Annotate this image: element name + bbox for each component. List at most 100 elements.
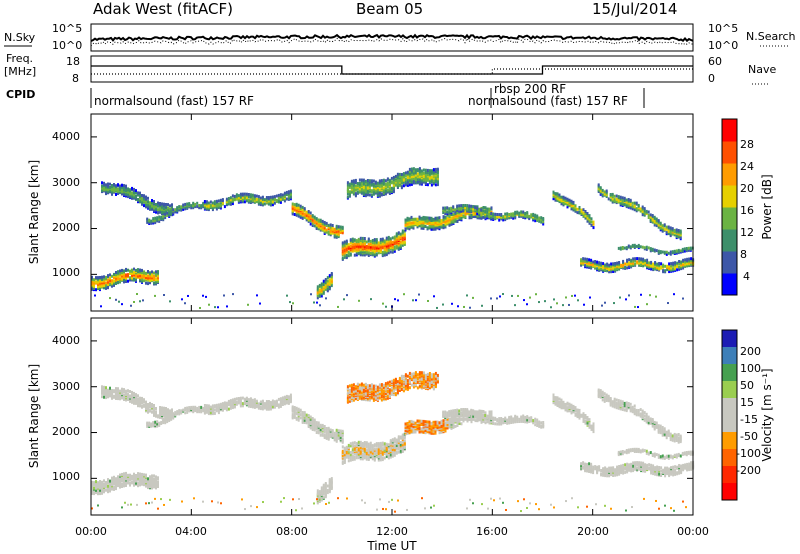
echo-cell bbox=[584, 259, 587, 263]
echo-cell bbox=[117, 270, 119, 274]
echo-cell bbox=[446, 210, 449, 214]
echo-cell bbox=[351, 441, 354, 445]
echo-cell bbox=[647, 216, 650, 219]
echo-cell bbox=[410, 167, 413, 171]
echo-cell bbox=[436, 226, 439, 230]
echo-cell bbox=[247, 193, 250, 196]
echo-cell bbox=[665, 252, 668, 256]
echo-cell bbox=[322, 291, 325, 295]
echo-cell bbox=[379, 458, 382, 462]
echo-cell bbox=[145, 199, 147, 203]
echo-cell bbox=[299, 416, 302, 420]
echo-cell bbox=[153, 281, 155, 285]
echo-cell bbox=[320, 294, 323, 298]
echo-cell bbox=[200, 405, 203, 409]
echo-cell bbox=[143, 275, 145, 279]
echo-cell bbox=[307, 210, 310, 213]
echo-cell bbox=[291, 204, 294, 208]
echo-cell bbox=[393, 443, 396, 447]
echo-cell bbox=[590, 265, 593, 269]
echo-cell bbox=[657, 225, 660, 229]
echo-cell bbox=[241, 195, 244, 199]
echo-cell bbox=[606, 262, 609, 266]
echo-cell bbox=[482, 212, 485, 216]
echo-cell bbox=[373, 443, 376, 447]
echo-cell bbox=[158, 215, 161, 219]
echo-cell bbox=[668, 264, 671, 268]
echo-cell bbox=[265, 400, 268, 403]
noise-cell bbox=[667, 302, 669, 305]
echo-cell bbox=[225, 401, 228, 405]
echo-cell bbox=[105, 392, 107, 396]
noise-cell bbox=[139, 300, 141, 303]
noise-cell bbox=[136, 293, 138, 296]
echo-cell bbox=[389, 246, 392, 250]
echo-cell bbox=[638, 261, 641, 265]
echo-cell bbox=[245, 199, 248, 203]
echo-cell bbox=[348, 185, 351, 189]
noise-cell bbox=[337, 305, 339, 308]
echo-cell bbox=[416, 172, 419, 176]
echo-cell bbox=[137, 472, 139, 476]
echo-cell bbox=[598, 261, 601, 265]
noise-cell bbox=[526, 303, 528, 306]
echo-cell bbox=[119, 269, 121, 273]
echo-cell bbox=[135, 277, 137, 281]
echo-cell bbox=[316, 285, 319, 289]
echo-cell bbox=[325, 433, 328, 437]
noise-cell bbox=[634, 305, 636, 308]
echo-cell bbox=[343, 253, 346, 257]
echo-cell bbox=[387, 449, 390, 453]
echo-cell bbox=[155, 482, 157, 485]
echo-cell bbox=[676, 268, 679, 272]
echo-cell bbox=[139, 191, 141, 195]
echo-cell bbox=[127, 392, 129, 396]
echo-cell bbox=[153, 208, 155, 212]
echo-cell bbox=[235, 400, 238, 404]
echo-cell bbox=[121, 268, 123, 272]
echo-cell bbox=[99, 480, 101, 483]
noise-cell bbox=[115, 298, 117, 301]
nsky-tick-high: 10^5 bbox=[52, 22, 82, 35]
echo-cell bbox=[93, 481, 95, 485]
echo-cell bbox=[227, 399, 230, 403]
echo-cell bbox=[681, 247, 684, 251]
echo-cell bbox=[174, 210, 177, 214]
echo-cell bbox=[123, 396, 125, 400]
echo-cell bbox=[440, 225, 443, 229]
echo-cell bbox=[542, 217, 545, 220]
echo-cell bbox=[408, 170, 411, 174]
freq-label: Freq. bbox=[6, 52, 33, 65]
echo-cell bbox=[149, 205, 151, 209]
echo-cell bbox=[588, 214, 591, 218]
echo-cell bbox=[163, 406, 165, 410]
noise-cell bbox=[481, 304, 483, 307]
echo-cell bbox=[646, 258, 649, 262]
echo-cell bbox=[307, 421, 310, 425]
echo-cell bbox=[371, 449, 374, 453]
echo-cell bbox=[162, 214, 165, 218]
echo-cell bbox=[350, 387, 353, 391]
echo-cell bbox=[107, 484, 109, 488]
echo-cell bbox=[265, 405, 268, 409]
echo-cell bbox=[646, 260, 649, 264]
echo-cell bbox=[602, 262, 605, 266]
echo-cell bbox=[243, 200, 246, 204]
power-cbar-tick: 8 bbox=[740, 248, 747, 261]
echo-cell bbox=[163, 210, 165, 214]
echo-cell bbox=[358, 181, 361, 185]
echo-cell bbox=[123, 388, 125, 392]
echo-cell bbox=[369, 239, 372, 243]
echo-cell bbox=[408, 225, 411, 229]
echo-cell bbox=[601, 193, 604, 197]
echo-cell bbox=[371, 239, 374, 242]
echo-cell bbox=[468, 204, 471, 208]
echo-cell bbox=[370, 179, 373, 183]
echo-cell bbox=[375, 442, 378, 446]
echo-cell bbox=[590, 223, 593, 227]
echo-cell bbox=[683, 249, 686, 253]
echo-cell bbox=[221, 402, 224, 406]
noise-cell bbox=[232, 293, 234, 296]
echo-cell bbox=[424, 216, 427, 220]
echo-cell bbox=[436, 173, 439, 177]
